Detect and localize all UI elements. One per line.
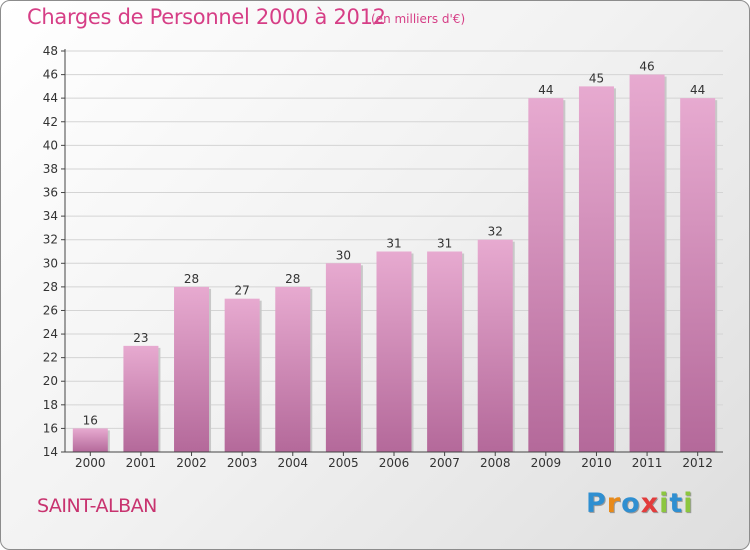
y-tick-label: 20 bbox=[43, 374, 58, 388]
value-label-2008: 32 bbox=[488, 225, 503, 239]
bar-2005 bbox=[325, 263, 361, 452]
x-tick-label-2010: 2010 bbox=[581, 456, 612, 470]
value-label-2003: 27 bbox=[235, 284, 250, 298]
y-tick-label: 26 bbox=[43, 303, 58, 317]
y-tick-label: 40 bbox=[43, 138, 58, 152]
bar-2004 bbox=[275, 286, 311, 452]
x-tick-label-2003: 2003 bbox=[227, 456, 258, 470]
chart-title: Charges de Personnel 2000 à 2012 bbox=[27, 5, 386, 29]
x-tick-label-2001: 2001 bbox=[126, 456, 157, 470]
bar-2008 bbox=[477, 239, 513, 452]
x-tick-label-2002: 2002 bbox=[176, 456, 207, 470]
value-label-2010: 45 bbox=[589, 71, 604, 85]
value-label-2009: 44 bbox=[538, 83, 553, 97]
bar-2011 bbox=[629, 74, 665, 453]
x-tick-label-2004: 2004 bbox=[277, 456, 308, 470]
logo-letter: i bbox=[659, 488, 670, 519]
x-tick-label-2005: 2005 bbox=[328, 456, 359, 470]
value-label-2002: 28 bbox=[184, 272, 199, 286]
x-tick-label-2006: 2006 bbox=[379, 456, 410, 470]
x-tick-label-2009: 2009 bbox=[531, 456, 562, 470]
y-tick-label: 46 bbox=[43, 68, 58, 82]
y-tick-label: 14 bbox=[43, 445, 58, 459]
y-tick-label: 22 bbox=[43, 351, 58, 365]
y-tick-label: 38 bbox=[43, 162, 58, 176]
logo-letter: i bbox=[683, 488, 694, 519]
bar-2010 bbox=[578, 86, 614, 452]
logo-letter: r bbox=[606, 488, 622, 519]
y-tick-label: 30 bbox=[43, 256, 58, 270]
y-tick-label: 36 bbox=[43, 186, 58, 200]
logo-letter: o bbox=[621, 488, 641, 519]
value-label-2004: 28 bbox=[285, 272, 300, 286]
y-tick-label: 48 bbox=[43, 44, 58, 58]
y-tick-label: 34 bbox=[43, 209, 58, 223]
y-tick-label: 42 bbox=[43, 115, 58, 129]
y-tick-label: 16 bbox=[43, 421, 58, 435]
value-label-2007: 31 bbox=[437, 237, 452, 251]
y-tick-label: 18 bbox=[43, 398, 58, 412]
proxiti-logo: Proxiti bbox=[586, 488, 694, 519]
axes: 14 16 18 20 22 24 26 28 30 32 34 36 38 40 42 44 46 48 2000… bbox=[43, 44, 723, 470]
value-label-2012: 44 bbox=[690, 83, 705, 97]
bar-2003 bbox=[224, 298, 260, 452]
logo-letter: t bbox=[669, 488, 684, 519]
value-label-2001: 23 bbox=[133, 331, 148, 345]
bars: 16 23 28 27 28 30 31 31 32 44 45 46 44 bbox=[72, 60, 718, 453]
x-tick-label-2011: 2011 bbox=[632, 456, 663, 470]
bar-2007 bbox=[427, 251, 463, 452]
place-name: SAINT-ALBAN bbox=[37, 495, 157, 517]
bar-2002 bbox=[174, 286, 210, 452]
bar-2009 bbox=[528, 98, 564, 453]
x-tick-label-2007: 2007 bbox=[429, 456, 460, 470]
bar-2012 bbox=[680, 98, 716, 453]
y-tick-label: 44 bbox=[43, 91, 58, 105]
value-label-2006: 31 bbox=[386, 237, 401, 251]
value-label-2011: 46 bbox=[639, 60, 654, 74]
y-tick-label: 24 bbox=[43, 327, 58, 341]
bar-2006 bbox=[376, 251, 412, 452]
logo-letter: x bbox=[640, 488, 660, 519]
y-tick-label: 32 bbox=[43, 233, 58, 247]
x-tick-label-2008: 2008 bbox=[480, 456, 511, 470]
value-label-2005: 30 bbox=[336, 248, 351, 262]
chart-subtitle: (en milliers d'€) bbox=[371, 12, 466, 26]
logo-letter: P bbox=[586, 488, 607, 519]
value-label-2000: 16 bbox=[83, 413, 98, 427]
x-tick-label-2012: 2012 bbox=[682, 456, 713, 470]
x-tick-label-2000: 2000 bbox=[75, 456, 106, 470]
bar-2001 bbox=[123, 345, 159, 452]
bar-2000 bbox=[72, 428, 108, 452]
y-tick-label: 28 bbox=[43, 280, 58, 294]
